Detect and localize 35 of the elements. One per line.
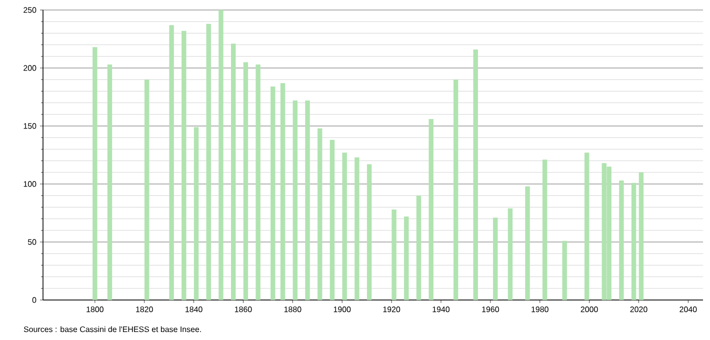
bar	[404, 216, 409, 300]
bar	[280, 83, 286, 300]
bar	[619, 180, 624, 300]
bar	[292, 100, 298, 300]
bar	[107, 64, 112, 300]
bar	[182, 30, 186, 300]
bar	[243, 62, 248, 300]
bar	[473, 49, 478, 300]
bar	[305, 100, 310, 300]
bar	[342, 152, 347, 300]
bar	[194, 127, 199, 300]
bar	[631, 182, 636, 300]
bar	[144, 80, 150, 300]
bar	[206, 24, 211, 300]
bar	[318, 128, 322, 300]
bar	[542, 160, 548, 300]
bar	[92, 47, 98, 300]
bar	[330, 140, 335, 300]
bar	[525, 186, 530, 300]
bar	[493, 218, 498, 300]
bar	[169, 25, 174, 300]
bar	[453, 80, 458, 300]
bar	[584, 152, 590, 300]
bar	[508, 208, 513, 300]
bar	[562, 240, 567, 300]
bar	[392, 210, 396, 300]
bar	[230, 44, 236, 300]
bar	[428, 119, 434, 300]
bar	[270, 86, 276, 300]
bar	[416, 196, 422, 300]
bar	[366, 164, 372, 300]
bar	[354, 157, 360, 300]
bar	[256, 64, 260, 300]
bar	[218, 10, 224, 300]
bar	[638, 172, 644, 300]
